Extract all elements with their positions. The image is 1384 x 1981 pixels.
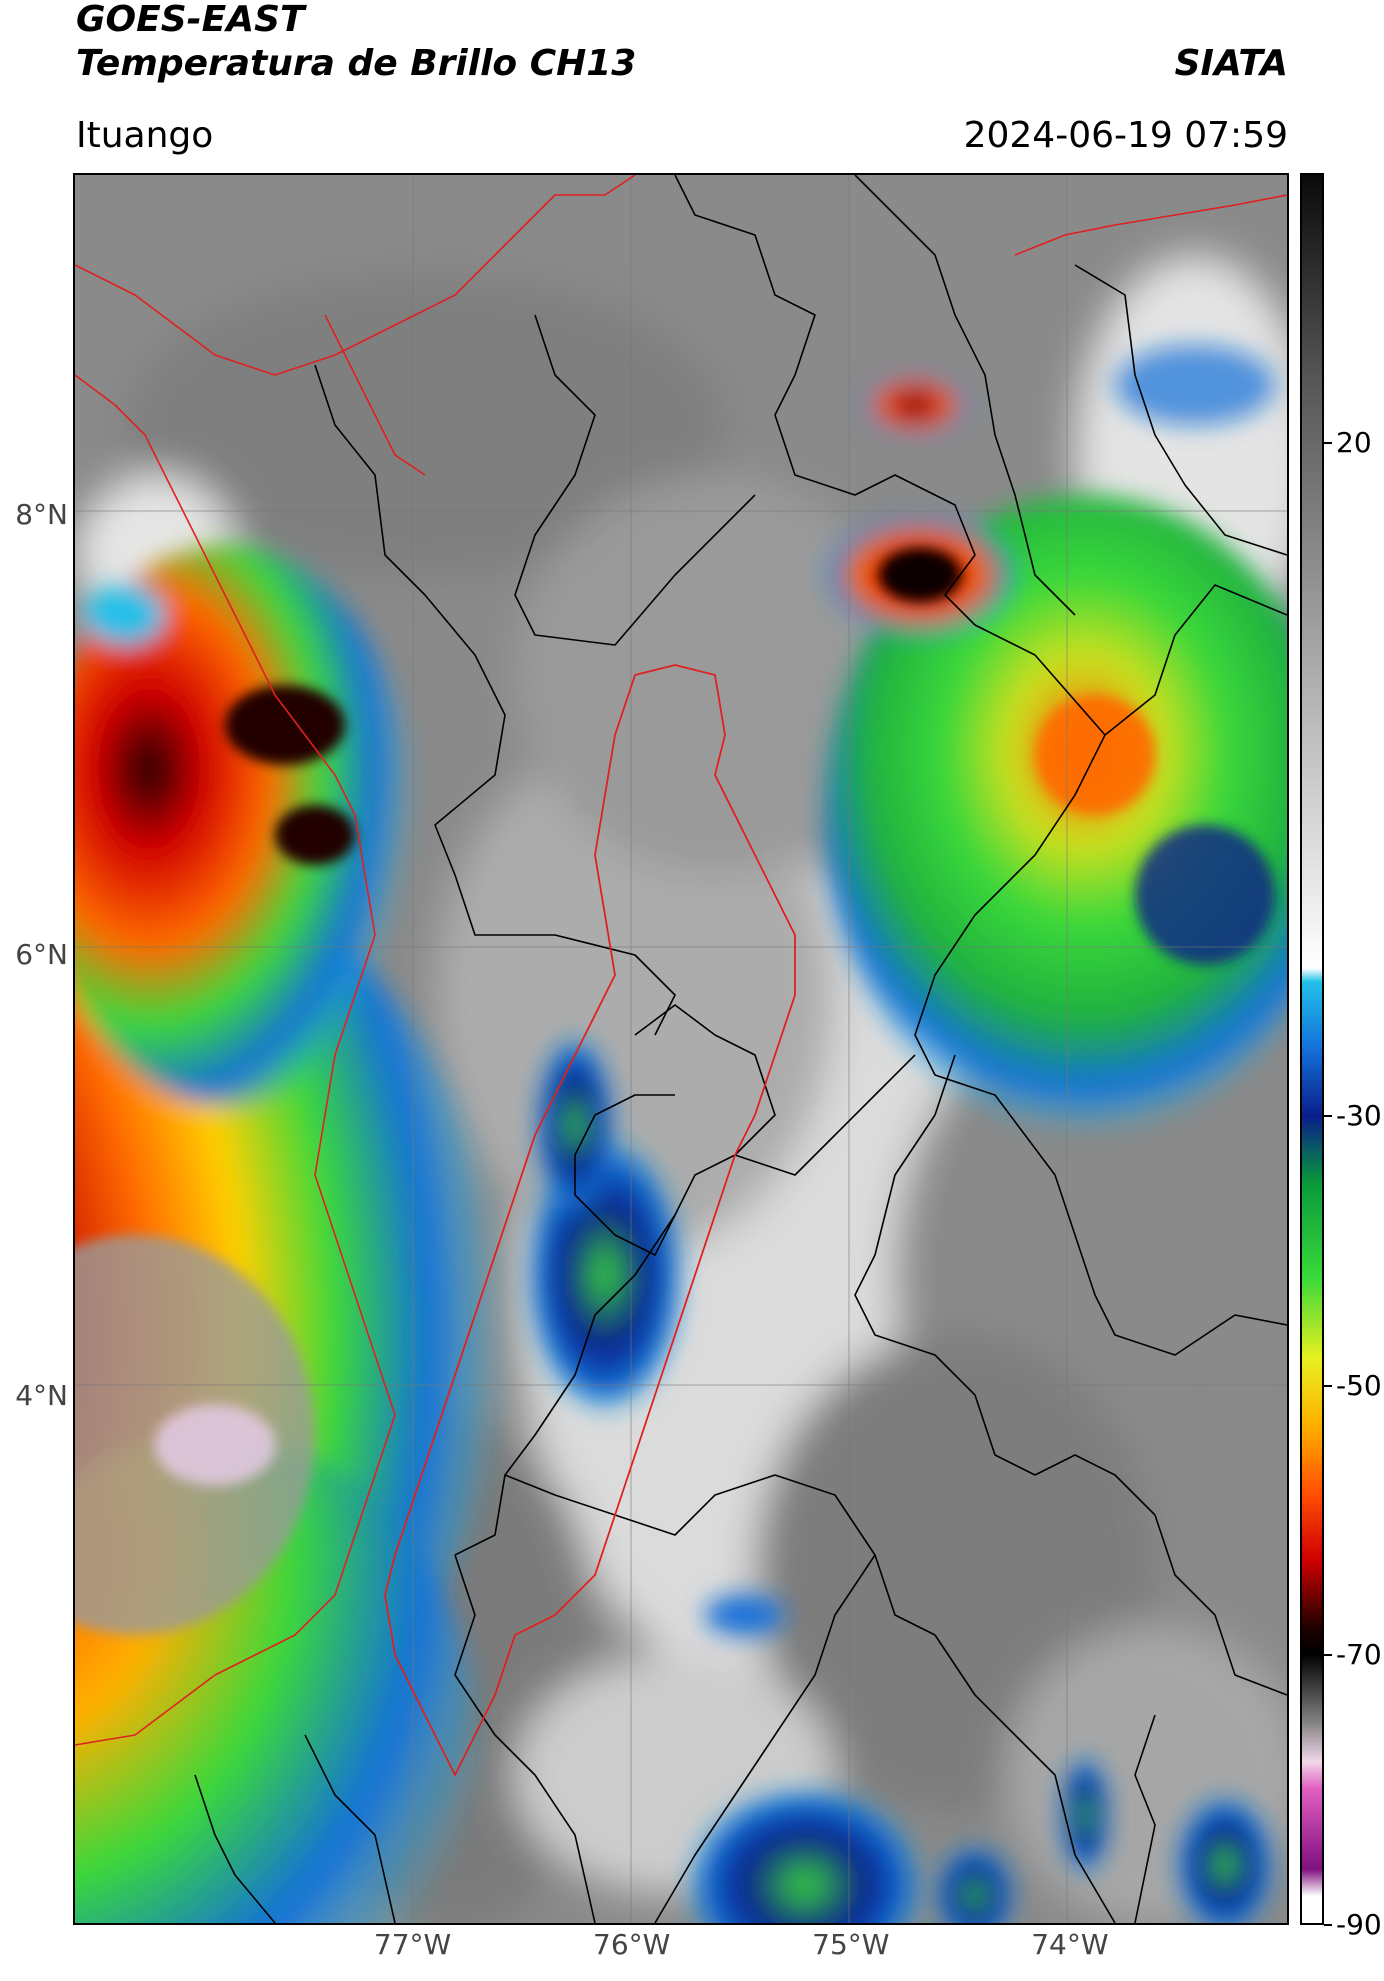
- region-label: Ituango: [76, 115, 214, 156]
- colorbar-tick: [1324, 1654, 1332, 1657]
- colorbar-tick: [1324, 1384, 1332, 1387]
- longitude-label: 75°W: [812, 1928, 890, 1961]
- colorbar: [1300, 173, 1324, 1925]
- satellite-map: [73, 173, 1289, 1925]
- title-product: Temperatura de Brillo CH13: [76, 43, 637, 84]
- grid-lines: [75, 175, 1287, 1923]
- coastline: [75, 175, 1287, 1746]
- colorbar-tick-label: -90: [1336, 1908, 1382, 1941]
- map-canvas: [75, 175, 1287, 1923]
- latitude-label: 8°N: [15, 497, 68, 531]
- overshooting-tops: [75, 549, 1275, 1635]
- latitude-label: 4°N: [15, 1379, 68, 1413]
- colorbar-tick-label: 20: [1336, 425, 1372, 459]
- longitude-label: 76°W: [593, 1928, 671, 1961]
- political-boundaries: [194, 175, 1287, 1923]
- colorbar-tick-label: -70: [1336, 1638, 1382, 1672]
- colorbar-tick: [1324, 1115, 1332, 1118]
- basin-outline: [384, 664, 796, 1776]
- colorbar-tick-label: -30: [1336, 1099, 1382, 1133]
- longitude-label: 74°W: [1031, 1928, 1109, 1961]
- colorbar-tick-label: -50: [1336, 1368, 1382, 1402]
- longitude-label: 77°W: [373, 1928, 452, 1961]
- title-satellite: GOES-EAST: [76, 0, 305, 40]
- colorbar-tick: [1324, 1924, 1332, 1926]
- colorbar-tick: [1324, 441, 1332, 444]
- timestamp-label: 2024-06-19 07:59: [963, 115, 1288, 156]
- latitude-label: 6°N: [15, 938, 68, 972]
- organization-label: SIATA: [1174, 43, 1288, 84]
